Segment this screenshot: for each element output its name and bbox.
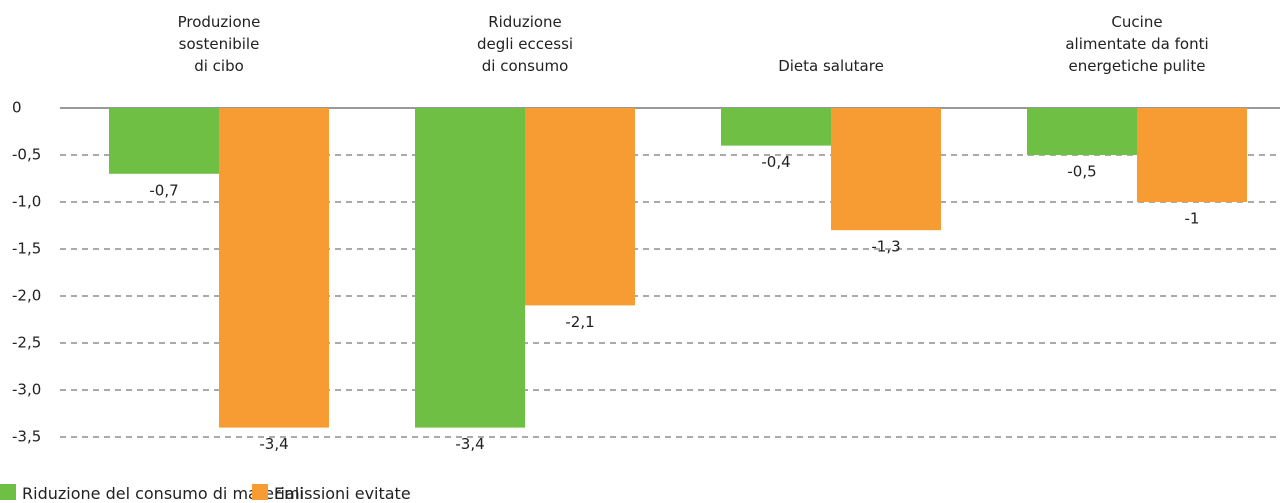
bar (415, 108, 525, 428)
legend-label: Riduzione del consumo di materiali (22, 484, 304, 503)
value-label: -1,3 (871, 238, 900, 256)
legend-label: Emissioni evitate (274, 484, 411, 503)
y-tick-label: -2,5 (12, 334, 41, 352)
bar (1027, 108, 1137, 155)
value-label: -2,1 (565, 313, 594, 331)
bar (721, 108, 831, 146)
y-tick-label: 0 (12, 99, 22, 117)
bar (109, 108, 219, 174)
y-tick-label: -3,0 (12, 381, 41, 399)
value-label: -0,5 (1067, 163, 1096, 181)
category-label: Dieta salutare (778, 57, 884, 75)
y-tick-label: -1,5 (12, 240, 41, 258)
legend-swatch (0, 484, 16, 500)
y-tick-label: -0,5 (12, 146, 41, 164)
bar (1137, 108, 1247, 202)
category-label: Riduzione degli eccessi di consumo (476, 13, 574, 75)
y-tick-label: -2,0 (12, 287, 41, 305)
category-label: Produzione sostenibile di cibo (177, 13, 261, 75)
bar (525, 108, 635, 306)
y-tick-label: -3,5 (12, 428, 41, 446)
value-label: -1 (1185, 210, 1200, 228)
value-label: -3,4 (259, 435, 288, 453)
bar (831, 108, 941, 231)
y-tick-label: -1,0 (12, 193, 41, 211)
value-label: -0,7 (149, 181, 178, 199)
value-label: -0,4 (761, 153, 790, 171)
legend-swatch (252, 484, 268, 500)
category-label: Cucine alimentate da fonti energetiche p… (1065, 13, 1209, 75)
value-label: -3,4 (455, 435, 484, 453)
bar (219, 108, 329, 428)
